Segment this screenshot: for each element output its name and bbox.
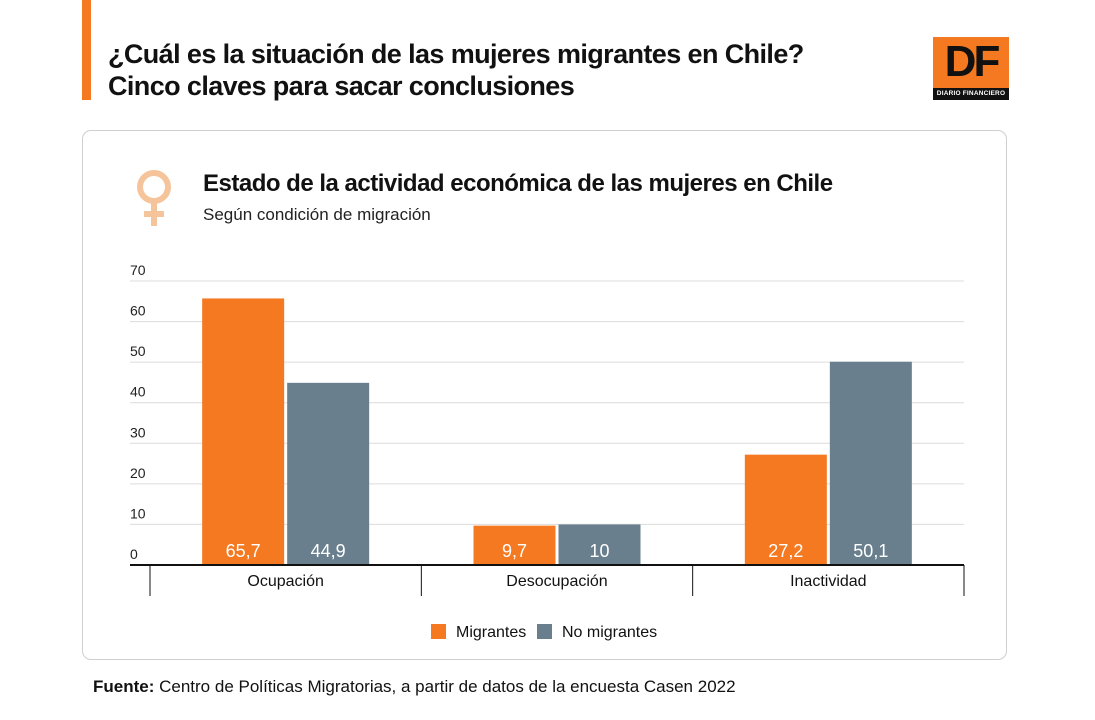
logo-letters: DF [944, 37, 1001, 86]
page-headline: ¿Cuál es la situación de las mujeres mig… [108, 38, 804, 102]
source-note: Fuente: Centro de Políticas Migratorias,… [93, 677, 736, 697]
source-label: Fuente: [93, 677, 155, 696]
data-label: 10 [589, 541, 609, 561]
data-label: 44,9 [311, 541, 346, 561]
bar [558, 524, 641, 565]
bar [744, 454, 827, 565]
y-tick-label: 40 [130, 384, 146, 400]
female-symbol-icon [137, 170, 171, 226]
bar [473, 525, 556, 565]
logo-tagline: DIARIO FINANCIERO [933, 88, 1009, 100]
y-tick-label: 0 [130, 546, 138, 562]
data-label: 50,1 [853, 541, 888, 561]
legend-swatch [431, 624, 446, 639]
accent-bar [82, 0, 91, 100]
source-text: Centro de Políticas Migratorias, a parti… [154, 677, 736, 696]
df-logo: DF DIARIO FINANCIERO [933, 37, 1009, 100]
y-tick-label: 50 [130, 343, 146, 359]
x-category-label: Desocupación [506, 573, 607, 590]
y-tick-label: 70 [130, 262, 146, 278]
bar [829, 361, 912, 565]
y-tick-label: 10 [130, 505, 146, 521]
chart-subtitle: Según condición de migración [203, 205, 431, 224]
headline-line-2: Cinco claves para sacar conclusiones [108, 71, 575, 101]
bar [287, 382, 370, 565]
legend-label: No migrantes [562, 624, 657, 641]
bar [202, 298, 285, 565]
x-category-label: Ocupación [247, 573, 324, 590]
y-tick-label: 20 [130, 465, 146, 481]
data-label: 9,7 [502, 541, 527, 561]
legend-label: Migrantes [456, 624, 526, 641]
x-category-label: Inactividad [790, 573, 867, 590]
data-label: 27,2 [768, 541, 803, 561]
legend-swatch [537, 624, 552, 639]
y-tick-label: 30 [130, 424, 146, 440]
data-label: 65,7 [226, 541, 261, 561]
y-tick-label: 60 [130, 303, 146, 319]
headline-line-1: ¿Cuál es la situación de las mujeres mig… [108, 39, 804, 69]
chart-title: Estado de la actividad económica de las … [203, 170, 833, 197]
